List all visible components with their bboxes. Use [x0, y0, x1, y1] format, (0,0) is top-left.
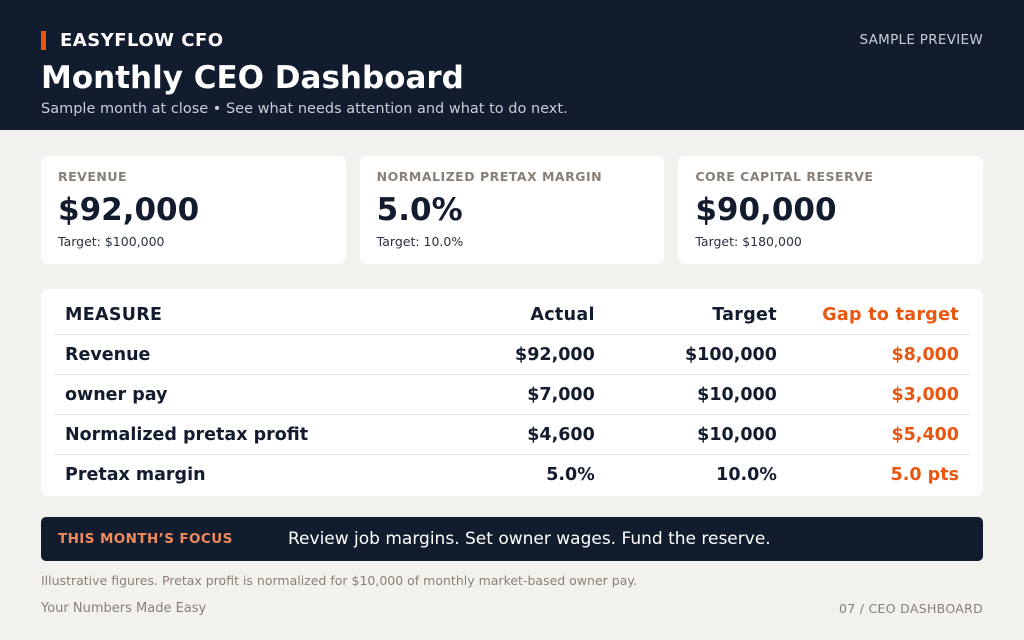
kpi-value: $92,000: [58, 192, 200, 228]
column-header-actual: Actual: [530, 304, 595, 325]
footnote: Illustrative figures. Pretax profit is n…: [41, 573, 637, 588]
target-cell: $10,000: [697, 384, 777, 405]
kpi-label: REVENUE: [58, 169, 128, 184]
actual-cell: $7,000: [527, 384, 595, 405]
kpi-value: 5.0%: [376, 192, 463, 228]
brand-accent-bar: [41, 31, 46, 50]
footer-tagline: Your Numbers Made Easy: [41, 601, 207, 616]
actual-cell: $92,000: [515, 344, 595, 365]
gap-cell: $3,000: [891, 384, 959, 405]
footer-page-label: 07 / CEO DASHBOARD: [838, 601, 983, 616]
table-row: Revenue $92,000 $100,000 $8,000: [55, 334, 969, 374]
measure-cell: Normalized pretax profit: [65, 424, 309, 445]
column-header-gap: Gap to target: [822, 304, 959, 325]
page-title: Monthly CEO Dashboard: [41, 60, 464, 96]
header: EASYFLOW CFO SAMPLE PREVIEW Monthly CEO …: [0, 0, 1024, 130]
measure-cell: Revenue: [65, 344, 151, 365]
kpi-card-revenue: REVENUE $92,000 Target: $100,000: [41, 156, 346, 264]
sample-preview-label: SAMPLE PREVIEW: [859, 32, 983, 48]
kpi-target: Target: $100,000: [58, 234, 165, 250]
kpi-target: Target: 10.0%: [376, 234, 464, 250]
actual-cell: 5.0%: [546, 464, 595, 485]
measure-cell: Pretax margin: [65, 464, 206, 485]
gap-cell: $5,400: [891, 424, 959, 445]
target-cell: 10.0%: [716, 464, 777, 485]
gap-cell: 5.0 pts: [890, 464, 959, 485]
page-subtitle: Sample month at close • See what needs a…: [41, 101, 568, 117]
focus-label: THIS MONTH’S FOCUS: [58, 531, 233, 547]
column-header-measure: MEASURE: [65, 304, 163, 325]
table-row: owner pay $7,000 $10,000 $3,000: [55, 374, 969, 414]
gap-cell: $8,000: [891, 344, 959, 365]
focus-text: Review job margins. Set owner wages. Fun…: [288, 529, 771, 549]
kpi-label: NORMALIZED PRETAX MARGIN: [376, 169, 603, 184]
focus-banner: THIS MONTH’S FOCUS Review job margins. S…: [41, 517, 983, 561]
measure-cell: owner pay: [65, 384, 168, 405]
kpi-cards: REVENUE $92,000 Target: $100,000 NORMALI…: [41, 156, 984, 264]
kpi-target: Target: $180,000: [695, 234, 802, 250]
target-cell: $100,000: [684, 344, 777, 365]
column-header-target: Target: [712, 304, 777, 325]
kpi-card-reserve: CORE CAPITAL RESERVE $90,000 Target: $18…: [678, 156, 984, 264]
kpi-label: CORE CAPITAL RESERVE: [695, 169, 874, 184]
measures-table: MEASURE Actual Target Gap to target Reve…: [41, 289, 983, 496]
table-row: Pretax margin 5.0% 10.0% 5.0 pts: [55, 454, 969, 494]
kpi-card-margin: NORMALIZED PRETAX MARGIN 5.0% Target: 10…: [359, 156, 665, 264]
table-header-row: MEASURE Actual Target Gap to target: [55, 295, 969, 334]
target-cell: $10,000: [697, 424, 777, 445]
actual-cell: $4,600: [527, 424, 595, 445]
brand: EASYFLOW CFO: [41, 30, 224, 51]
brand-name: EASYFLOW CFO: [60, 30, 224, 51]
table-row: Normalized pretax profit $4,600 $10,000 …: [55, 414, 969, 454]
kpi-value: $90,000: [695, 192, 837, 228]
